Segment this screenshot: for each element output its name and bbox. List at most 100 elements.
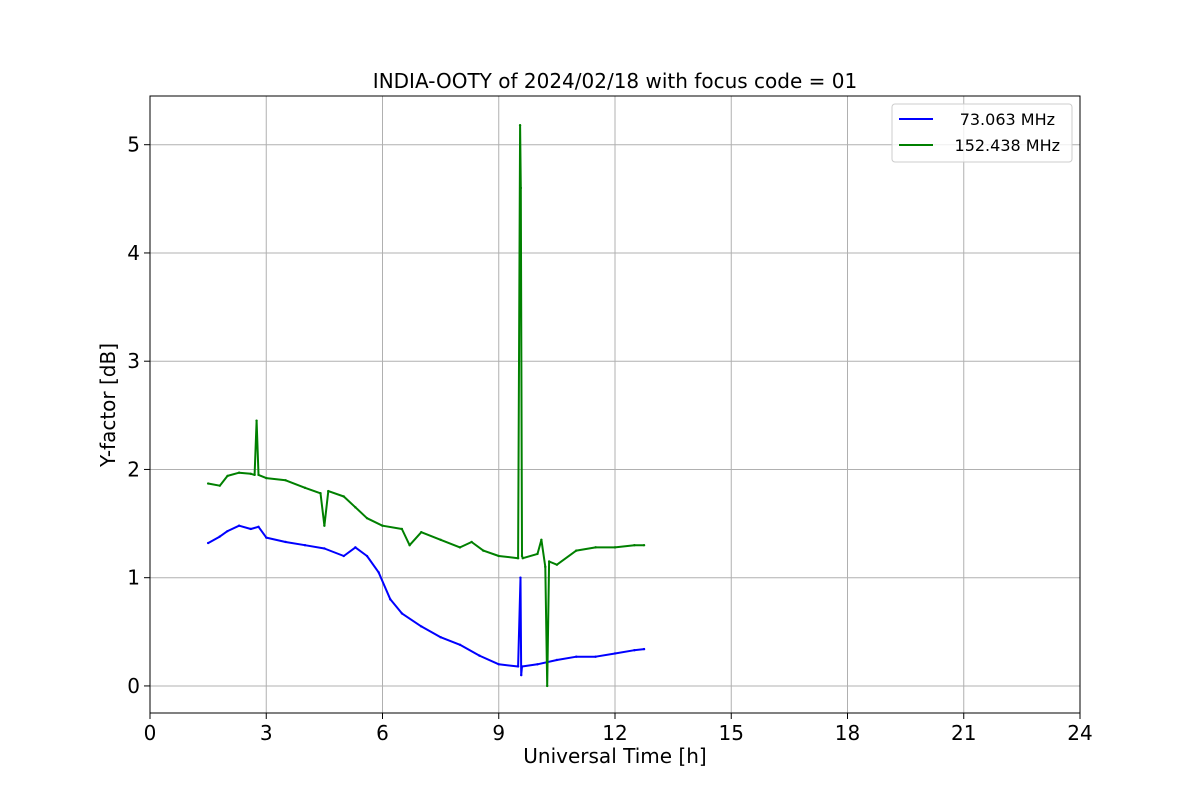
data-point: [497, 554, 500, 558]
data-point: [536, 663, 539, 666]
x-tick-label: 3: [260, 721, 273, 745]
data-point: [520, 554, 524, 558]
x-tick-label: 21: [951, 721, 976, 745]
data-point: [642, 647, 646, 651]
data-point: [555, 563, 559, 566]
data-point: [470, 540, 473, 544]
data-point: [420, 625, 423, 628]
data-point: [377, 571, 380, 574]
data-point: [458, 546, 462, 549]
x-axis-ticks: 0 3 6 9 12 15 18 21 24: [144, 713, 1093, 745]
data-point: [342, 554, 345, 558]
y-axis-label: Y-factor [dB]: [96, 343, 120, 468]
data-point: [547, 560, 551, 563]
data-point: [206, 482, 210, 485]
data-point: [575, 549, 578, 552]
data-point: [319, 492, 322, 495]
data-point: [226, 529, 229, 533]
data-point: [519, 576, 522, 579]
data-point: [439, 636, 442, 639]
data-point: [633, 649, 636, 652]
data-point: [237, 524, 241, 527]
data-point: [237, 471, 241, 474]
legend: 73.063 MHz 152.438 MHz: [891, 103, 1073, 163]
data-point: [365, 554, 369, 558]
data-point: [400, 612, 404, 615]
data-point: [545, 684, 549, 688]
y-tick-label: 3: [127, 349, 140, 373]
legend-label-73-mhz: 73.063 MHz: [960, 110, 1055, 129]
data-point: [265, 536, 268, 539]
data-point: [249, 527, 252, 531]
data-point: [518, 124, 522, 127]
data-point: [458, 643, 462, 647]
data-point: [420, 531, 423, 534]
y-axis-ticks: 0 1 2 3 4 5: [127, 133, 150, 698]
x-tick-label: 18: [835, 721, 860, 745]
data-point: [521, 557, 524, 560]
series-line-0: [207, 524, 645, 677]
data-point: [536, 552, 539, 556]
y-tick-label: 5: [127, 133, 140, 157]
data-point: [218, 535, 221, 538]
data-point: [478, 654, 481, 657]
data-point: [354, 546, 357, 549]
data-point: [323, 547, 326, 550]
x-tick-label: 12: [602, 721, 627, 745]
x-tick-label: 0: [144, 721, 157, 745]
data-point: [520, 673, 523, 677]
data-point: [613, 652, 617, 655]
series-line-1: [207, 124, 645, 687]
data-point: [265, 476, 268, 480]
data-point: [323, 524, 326, 527]
data-point: [206, 541, 210, 545]
data-point: [555, 658, 559, 662]
data-point: [284, 540, 287, 544]
x-tick-label: 24: [1067, 721, 1092, 745]
chart-title: INDIA-OOTY of 2024/02/18 with focus code…: [373, 69, 857, 93]
data-point: [642, 544, 646, 547]
x-axis-label: Universal Time [h]: [523, 744, 706, 768]
data-point: [303, 486, 307, 490]
data-point: [519, 186, 523, 190]
data-point: [249, 472, 252, 475]
data-point: [253, 473, 256, 477]
data-point: [365, 516, 369, 520]
legend-box: [891, 103, 1073, 163]
data-point: [255, 419, 258, 422]
data-point: [400, 527, 404, 531]
series-layer: [206, 124, 646, 688]
data-point: [594, 546, 597, 549]
data-point: [540, 538, 543, 542]
legend-label-152-mhz: 152.438 MHz: [955, 136, 1060, 155]
data-point: [516, 665, 520, 668]
data-point: [439, 538, 442, 542]
data-point: [218, 484, 221, 487]
y-tick-label: 1: [127, 566, 140, 590]
data-point: [226, 474, 229, 478]
data-point: [594, 655, 597, 658]
data-point: [633, 544, 636, 547]
data-point: [303, 544, 307, 547]
data-point: [257, 473, 260, 477]
data-point: [482, 549, 485, 552]
data-point: [389, 598, 392, 601]
data-point: [520, 665, 524, 668]
x-tick-label: 15: [719, 721, 744, 745]
data-point: [613, 546, 617, 549]
data-point: [354, 506, 357, 509]
x-tick-label: 9: [492, 721, 505, 745]
data-point: [497, 663, 500, 666]
data-point: [516, 557, 520, 560]
grid: [149, 96, 1081, 713]
data-point: [342, 495, 345, 498]
y-tick-label: 2: [127, 457, 140, 481]
data-point: [408, 544, 411, 547]
y-tick-label: 0: [127, 674, 140, 698]
data-point: [327, 489, 330, 493]
data-point: [381, 524, 384, 527]
y-tick-label: 4: [127, 241, 140, 265]
data-point: [284, 479, 287, 482]
data-point: [575, 655, 578, 658]
